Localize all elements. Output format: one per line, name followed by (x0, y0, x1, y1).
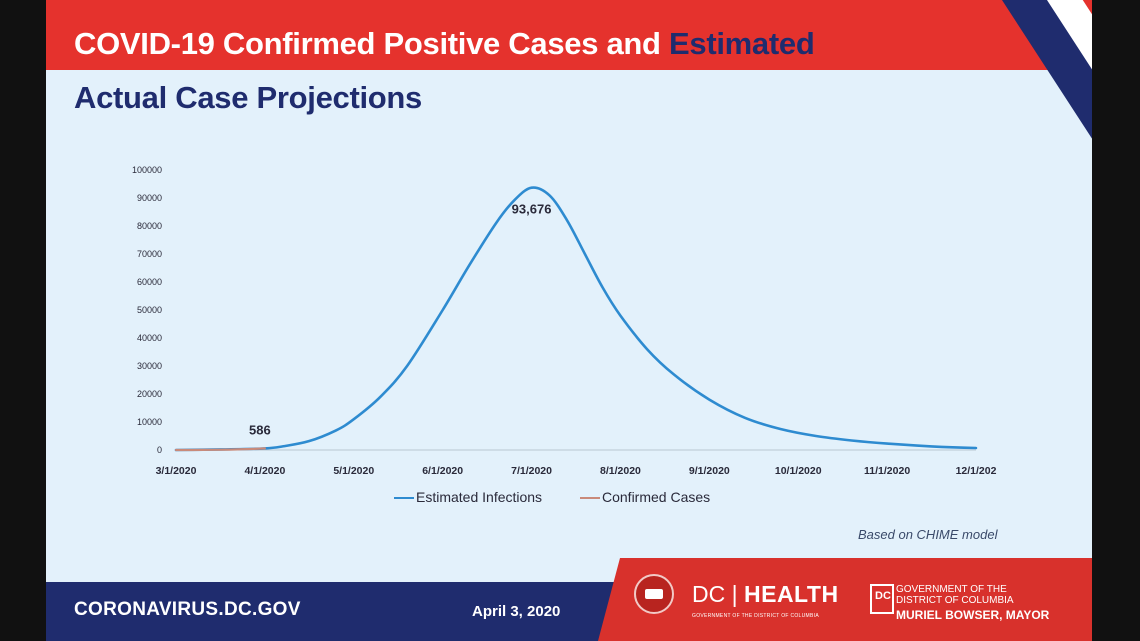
footer-url-link[interactable]: CORONAVIRUS.DC.GOV (74, 599, 301, 620)
y-tick-label: 20000 (137, 389, 162, 399)
y-tick-label: 80000 (137, 221, 162, 231)
mayor-name: MURIEL BOWSER, MAYOR (896, 608, 1050, 622)
series-line-confirmed-cases (174, 447, 266, 452)
title-accent-text: Estimated (669, 26, 815, 61)
dc-health-subtitle: GOVERNMENT OF THE DISTRICT OF COLUMBIA (692, 613, 819, 619)
y-tick-label: 0 (157, 445, 162, 455)
page-title-line2: Actual Case Projections (74, 80, 422, 115)
y-tick-label: 60000 (137, 277, 162, 287)
x-tick-label: 4/1/2020 (244, 465, 285, 477)
x-tick-label: 3/1/2020 (156, 465, 197, 477)
gov-logo-letters: DC (875, 590, 891, 602)
data-label: 586 (249, 422, 271, 437)
dc-health-seal-icon (634, 574, 674, 614)
footer-date: April 3, 2020 (472, 603, 561, 620)
y-tick-label: 50000 (137, 305, 162, 315)
x-tick-label: 6/1/2020 (422, 465, 463, 477)
gov-line2: DISTRICT OF COLUMBIA (896, 595, 1014, 606)
y-tick-label: 70000 (137, 249, 162, 259)
page-title-line1: COVID-19 Confirmed Positive Cases and Es… (74, 26, 815, 62)
legend-label: Estimated Infections (416, 489, 542, 505)
legend-label: Confirmed Cases (602, 489, 710, 505)
title-main-text: COVID-19 Confirmed Positive Cases and (74, 26, 661, 61)
footer-logo-panel: DC | HEALTH GOVERNMENT OF THE DISTRICT O… (598, 558, 1092, 641)
y-tick-label: 10000 (137, 417, 162, 427)
slide: COVID-19 Confirmed Positive Cases and Es… (46, 0, 1092, 641)
header-band (46, 0, 1092, 70)
x-tick-label: 9/1/2020 (689, 465, 730, 477)
y-tick-label: 40000 (137, 333, 162, 343)
dc-prefix: DC (692, 581, 726, 607)
x-tick-label: 5/1/2020 (333, 465, 374, 477)
gov-line1: GOVERNMENT OF THE (896, 584, 1007, 595)
line-chart: 0 10000 20000 30000 40000 50000 60000 70000 8000… (132, 165, 997, 505)
x-tick-label: 7/1/2020 (511, 465, 552, 477)
y-tick-label: 100000 (132, 165, 162, 175)
y-tick-label: 30000 (137, 361, 162, 371)
model-note: Based on CHIME model (858, 527, 998, 542)
y-tick-label: 90000 (137, 193, 162, 203)
gov-text-lines: GOVERNMENT OF THE DISTRICT OF COLUMBIA (896, 584, 1014, 606)
dc-government-logo-icon: DC (870, 584, 894, 614)
x-tick-label: 11/1/2020 (864, 465, 910, 477)
series-line-estimated-infections (174, 186, 978, 452)
x-tick-label: 10/1/2020 (775, 465, 822, 477)
dc-health-word: HEALTH (744, 581, 839, 607)
dc-health-logo: DC | HEALTH (692, 581, 839, 607)
data-label: 93,676 (512, 202, 552, 217)
x-tick-label: 8/1/2020 (600, 465, 641, 477)
x-tick-label: 12/1/202 (956, 465, 997, 477)
